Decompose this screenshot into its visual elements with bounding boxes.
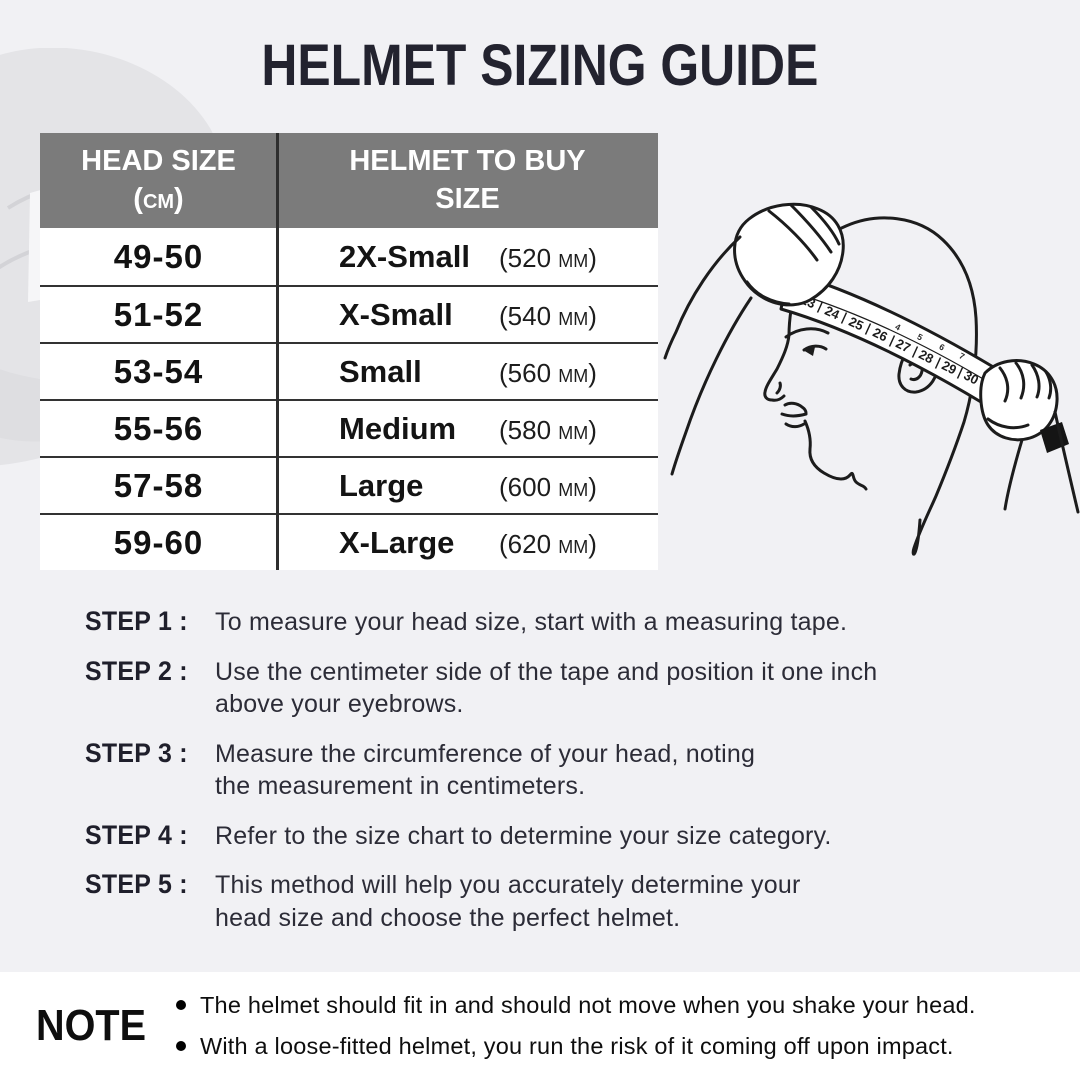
step-label: STEP 5 : xyxy=(85,869,188,899)
table-column-divider xyxy=(276,133,279,570)
step-item: STEP 2 : Use the centimeter side of the … xyxy=(85,656,1040,721)
helmet-size-mm: (560 mm) xyxy=(499,357,597,388)
top-hand-finger-lines xyxy=(767,203,841,262)
tape-number: 27 xyxy=(893,336,913,356)
head-size-value: 51-52 xyxy=(113,295,204,333)
upper-lip xyxy=(783,401,808,415)
tape-tick-marks xyxy=(816,301,964,379)
helmet-size-mm: (540 mm) xyxy=(499,300,597,331)
chin-jaw xyxy=(803,419,868,491)
helmet-size-mm: (600 mm) xyxy=(499,471,597,502)
helmet-size-mm: (620 mm) xyxy=(499,528,597,559)
helmet-size-header-line1: HELMET TO BUY xyxy=(349,144,586,177)
head-size-value: 57-58 xyxy=(113,466,204,504)
tape-number: 29 xyxy=(939,358,959,378)
eyebrow xyxy=(784,327,830,339)
note-section: NOTE The helmet should fit in and should… xyxy=(0,972,1080,1080)
step-label: STEP 1 : xyxy=(85,606,188,636)
nostril xyxy=(775,381,782,395)
helmet-size-mm: (520 mm) xyxy=(499,242,597,273)
lower-lip xyxy=(784,422,806,429)
note-bullet: The helmet should fit in and should not … xyxy=(176,992,976,1019)
tape-number: 24 xyxy=(822,303,842,323)
table-row: 57-58 Large (600 mm) xyxy=(40,456,658,513)
tape-inch-number: 5 xyxy=(916,331,925,342)
steps-list: STEP 1 : To measure your head size, star… xyxy=(85,606,1040,934)
note-bullet-text: With a loose-fitted helmet, you run the … xyxy=(200,1033,954,1059)
bullet-dot-icon xyxy=(176,1000,186,1010)
face-profile xyxy=(763,277,799,402)
head-size-header-line1: HEAD SIZE xyxy=(81,144,236,177)
table-row: 51-52 X-Small (540 mm) xyxy=(40,285,658,342)
helmet-size-name: X-Small xyxy=(339,296,453,332)
table-row: 49-50 2X-Small (520 mm) xyxy=(40,228,658,285)
skull-outline xyxy=(796,216,978,556)
step-text: This method will help you accurately det… xyxy=(215,871,801,932)
table-row: 53-54 Small (560 mm) xyxy=(40,342,658,399)
tape-number: 26 xyxy=(870,325,890,345)
helmet-size-name: X-Large xyxy=(339,524,455,560)
head-size-value: 55-56 xyxy=(113,409,204,447)
helmet-size-name: Large xyxy=(339,467,424,503)
top-hand-thumb xyxy=(745,280,791,306)
tape-inch-number: 6 xyxy=(938,341,947,352)
step-text: Use the centimeter side of the tape and … xyxy=(215,657,878,719)
note-bullet: With a loose-fitted helmet, you run the … xyxy=(176,1033,976,1060)
sizing-table: HEAD SIZE (cm) HELMET TO BUY SIZE 49-50 … xyxy=(40,133,658,570)
left-forearm-upper xyxy=(663,235,742,360)
eye xyxy=(802,344,828,352)
tape-number: 28 xyxy=(916,347,936,367)
helmet-size-header-line2: SIZE xyxy=(435,182,500,215)
column-header-head-size: HEAD SIZE (cm) xyxy=(40,133,277,228)
head-size-value: 59-60 xyxy=(113,523,204,561)
head-size-header-unit: (cm) xyxy=(133,182,184,215)
table-row: 59-60 X-Large (620 mm) xyxy=(40,513,658,570)
note-bullet-list: The helmet should fit in and should not … xyxy=(176,992,976,1060)
tape-number: 30 xyxy=(961,368,981,388)
step-item: STEP 3 : Measure the circumference of yo… xyxy=(85,738,1040,803)
step-item: STEP 5 : This method will help you accur… xyxy=(85,869,1040,934)
note-bullet-text: The helmet should fit in and should not … xyxy=(200,992,976,1018)
helmet-size-name: 2X-Small xyxy=(339,238,470,274)
right-forearm-outer xyxy=(1053,410,1080,514)
note-label: NOTE xyxy=(36,1001,147,1050)
fist-finger-lines xyxy=(998,361,1053,403)
tape-midline xyxy=(794,292,991,384)
helmet-size-mm: (580 mm) xyxy=(499,414,597,445)
step-text: To measure your head size, start with a … xyxy=(215,608,848,636)
bullet-dot-icon xyxy=(176,1041,186,1051)
step-text: Refer to the size chart to determine you… xyxy=(215,821,832,850)
step-label: STEP 4 : xyxy=(85,819,188,850)
helmet-size-name: Medium xyxy=(339,410,457,446)
head-size-value: 53-54 xyxy=(113,352,204,390)
step-label: STEP 2 : xyxy=(85,655,188,686)
top-hand xyxy=(733,202,845,307)
tape-inch-number: 4 xyxy=(894,321,903,332)
eye-pupil xyxy=(803,347,815,356)
fist-thumb xyxy=(986,417,1030,430)
left-forearm-lower xyxy=(670,296,753,476)
right-forearm-inner xyxy=(1003,438,1024,511)
head-size-value: 49-50 xyxy=(113,237,204,275)
step-label: STEP 3 : xyxy=(85,737,188,768)
sizing-table-header: HEAD SIZE (cm) HELMET TO BUY SIZE xyxy=(40,133,658,228)
tape-inch-number: 7 xyxy=(958,350,967,361)
tape-number: 25 xyxy=(846,314,865,334)
step-item: STEP 4 : Refer to the size chart to dete… xyxy=(85,820,1040,853)
header: HELMET SIZING GUIDE xyxy=(0,32,1080,99)
column-header-helmet-size: HELMET TO BUY SIZE xyxy=(277,133,658,228)
table-row: 55-56 Medium (580 mm) xyxy=(40,399,658,456)
mouth-line xyxy=(780,412,808,418)
head-measurement-illustration: 23 24 25 26 27 28 29 30 4 5 6 7 xyxy=(663,202,1080,556)
step-text: Measure the circumference of your head, … xyxy=(215,739,756,801)
helmet-size-name: Small xyxy=(339,353,422,389)
step-item: STEP 1 : To measure your head size, star… xyxy=(85,606,1040,639)
page-title: HELMET SIZING GUIDE xyxy=(261,33,819,98)
